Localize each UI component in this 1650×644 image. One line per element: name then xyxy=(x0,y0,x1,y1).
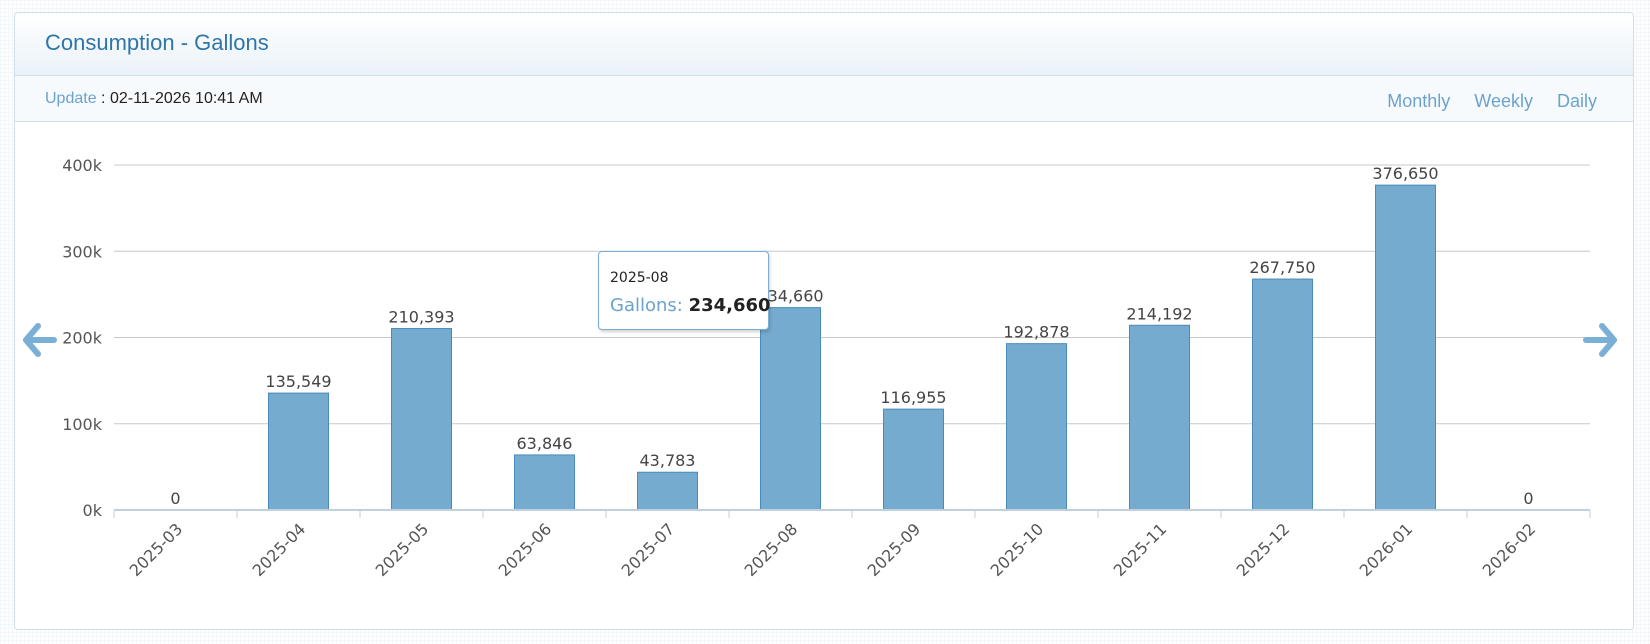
y-tick-label: 200k xyxy=(62,329,103,348)
x-tick-label: 2025-08 xyxy=(741,519,802,580)
consumption-panel: Consumption - Gallons Update : 02-11-202… xyxy=(14,12,1634,630)
axis-layer: 0k 100k 200k 300k 400k 2025-03 2025-04 2025-05 2… xyxy=(62,156,1591,580)
tooltip-series-name: Gallons xyxy=(610,295,677,316)
range-link-monthly[interactable]: Monthly xyxy=(1387,91,1451,111)
data-label: 116,955 xyxy=(880,388,946,407)
bar xyxy=(391,328,452,511)
x-tick-label: 2025-05 xyxy=(372,519,433,580)
label-layer: 0 135,549 210,393 63,846 43,783 234,660 116,95… xyxy=(170,164,1533,508)
data-label: 63,846 xyxy=(517,434,573,453)
data-label: 210,393 xyxy=(388,308,454,327)
data-label: 0 xyxy=(1523,489,1533,508)
panel-title: Consumption - Gallons xyxy=(45,30,269,55)
panel-header: Consumption - Gallons xyxy=(15,13,1633,76)
x-tick-label: 2025-10 xyxy=(987,519,1048,580)
tooltip-value: 234,660 xyxy=(688,295,771,316)
tooltip-value-row: Gallons: 234,660 xyxy=(610,295,771,316)
bar xyxy=(637,471,698,511)
data-label: 0 xyxy=(170,489,180,508)
data-label: 376,650 xyxy=(1372,164,1438,183)
bar xyxy=(883,408,944,511)
range-links: Monthly Weekly Daily xyxy=(1368,91,1597,112)
y-tick-label: 0k xyxy=(83,501,103,520)
x-tick-label: 2025-04 xyxy=(249,519,310,580)
x-tick-label: 2026-01 xyxy=(1356,519,1417,580)
update-timestamp: Update : 02-11-2026 10:41 AM xyxy=(45,90,263,108)
data-label: 234,660 xyxy=(757,287,823,306)
bar xyxy=(1252,278,1313,511)
y-tick-label: 300k xyxy=(62,242,103,261)
update-value: 02-11-2026 10:41 AM xyxy=(109,90,263,107)
arrow-right-icon[interactable] xyxy=(1582,322,1618,358)
x-tick-label: 2025-03 xyxy=(126,519,187,580)
y-tick-label: 400k xyxy=(62,156,103,175)
y-tick-label: 100k xyxy=(62,415,103,434)
bar xyxy=(1129,324,1190,511)
bar xyxy=(268,392,329,511)
update-label: Update xyxy=(45,90,97,107)
bar xyxy=(1375,184,1436,511)
data-label: 267,750 xyxy=(1249,258,1315,277)
bar xyxy=(760,307,821,511)
x-tick-label: 2025-12 xyxy=(1233,519,1294,580)
arrow-left-icon[interactable] xyxy=(22,322,58,358)
tooltip-x-label: 2025-08 xyxy=(610,270,669,286)
data-label: 214,192 xyxy=(1126,304,1192,323)
data-label: 43,783 xyxy=(640,451,696,470)
tooltip-separator: : xyxy=(676,295,689,316)
bar-layer xyxy=(268,184,1436,511)
x-tick-label: 2026-02 xyxy=(1479,519,1540,580)
update-bar: Update : 02-11-2026 10:41 AM Monthly Wee… xyxy=(15,76,1633,122)
range-link-daily[interactable]: Daily xyxy=(1556,91,1597,111)
bar xyxy=(1006,343,1067,511)
update-separator: : xyxy=(96,90,110,107)
chart-tooltip: 2025-08 Gallons: 234,660 xyxy=(598,251,771,330)
range-link-weekly[interactable]: Weekly xyxy=(1474,91,1533,111)
x-tick-label: 2025-06 xyxy=(495,519,556,580)
x-tick-label: 2025-09 xyxy=(864,519,925,580)
grid-layer xyxy=(114,164,1590,425)
x-tick-label: 2025-07 xyxy=(618,519,679,580)
bar xyxy=(514,454,575,511)
x-tick-label: 2025-11 xyxy=(1110,519,1171,580)
data-label: 135,549 xyxy=(265,372,331,391)
data-label: 192,878 xyxy=(1003,323,1069,342)
